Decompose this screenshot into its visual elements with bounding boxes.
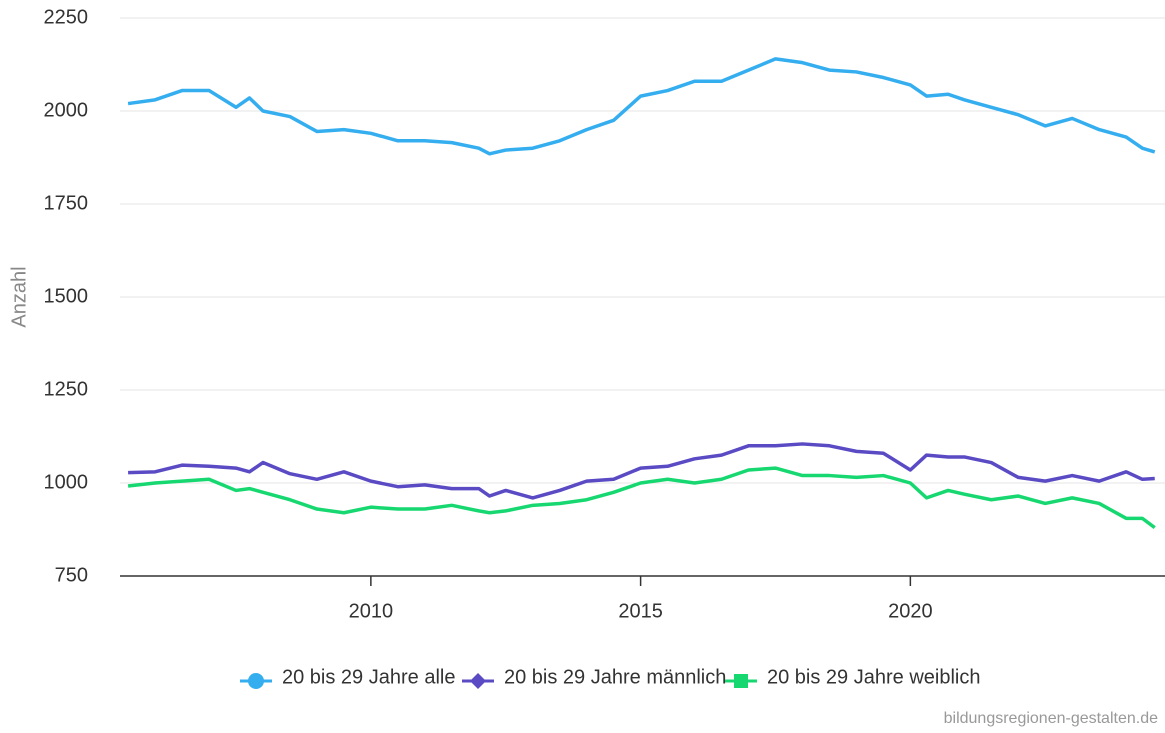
y-tick-label: 1250 <box>44 378 89 400</box>
y-tick-label: 2000 <box>44 99 89 121</box>
y-axis-label: Anzahl <box>8 266 30 327</box>
x-tick-label: 2010 <box>349 600 394 622</box>
legend-label: 20 bis 29 Jahre alle <box>282 666 455 688</box>
line-series <box>127 466 1156 530</box>
line-series <box>128 442 1155 500</box>
legend-label: 20 bis 29 Jahre weiblich <box>767 666 980 688</box>
x-tick-label: 2020 <box>888 600 933 622</box>
x-tick-label: 2015 <box>618 600 663 622</box>
line-series <box>127 57 1156 156</box>
legend-marker <box>248 673 264 689</box>
y-tick-label: 1750 <box>44 192 89 214</box>
legend-marker <box>470 673 486 689</box>
y-tick-label: 750 <box>55 564 88 586</box>
legend-label: 20 bis 29 Jahre männlich <box>504 666 726 688</box>
legend-marker <box>734 674 748 688</box>
y-tick-label: 2250 <box>44 6 89 28</box>
y-tick-label: 1000 <box>44 471 89 493</box>
source: bildungsregionen-gestalten.de <box>944 710 1158 727</box>
y-tick-label: 1500 <box>44 285 89 307</box>
